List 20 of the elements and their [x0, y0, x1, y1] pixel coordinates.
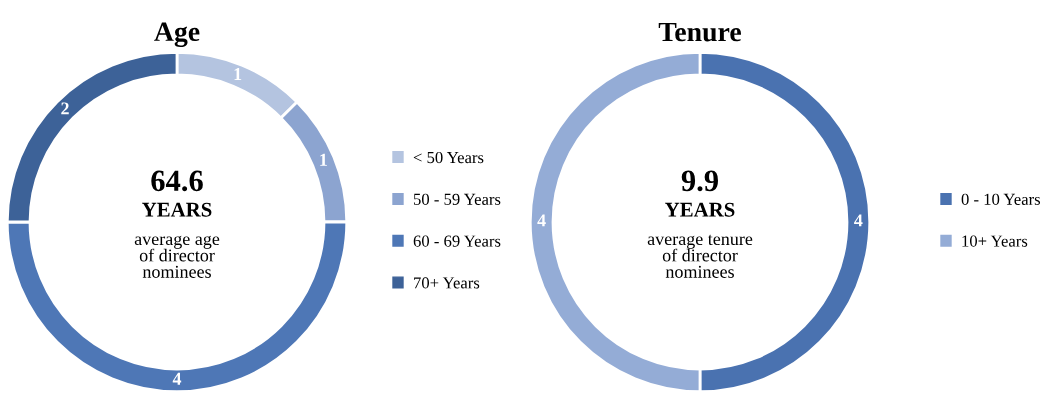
data-label: 1 — [320, 153, 327, 166]
legend-label: 0 - 10 Years — [961, 193, 1041, 205]
legend-label: < 50 Years — [413, 151, 484, 164]
legend-label: 60 - 69 Years — [413, 235, 501, 247]
data-label: 4 — [537, 214, 546, 227]
legend-label: 10+ Years — [962, 235, 1028, 247]
legend-label: 50 - 59 Years — [413, 193, 501, 205]
data-label: 4 — [854, 214, 863, 227]
legend-label: 70+ Years — [414, 277, 480, 289]
data-label: 1 — [234, 68, 242, 81]
chart-title: Age — [154, 22, 200, 47]
text: YEARS — [665, 202, 735, 217]
data-label: 2 — [61, 102, 69, 115]
data-label: 4 — [172, 372, 182, 385]
text: average tenure of director nominees — [647, 234, 753, 278]
text: YEARS — [142, 202, 212, 217]
text: average age of director nominees — [134, 235, 220, 278]
chart-title: Tenure — [658, 22, 741, 42]
text: 9.9 — [681, 170, 718, 192]
text: 64.6 — [151, 170, 203, 192]
